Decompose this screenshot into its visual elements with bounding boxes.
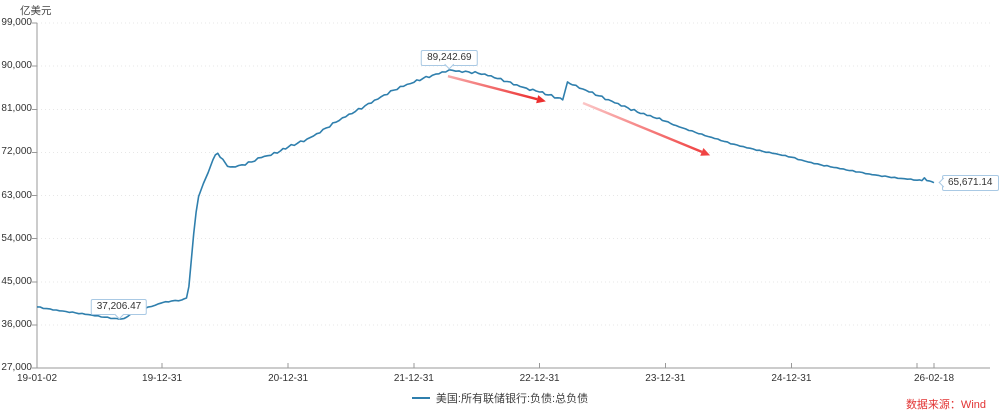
callout-latest-value: 65,671.14	[938, 174, 999, 191]
y-axis-tick-label: 81,000	[1, 103, 32, 115]
y-axis-tick-label: 99,000	[1, 17, 32, 28]
callout-peak-value: 89,242.69	[421, 49, 478, 70]
x-axis-tick-label: 20-12-31	[268, 373, 309, 384]
x-axis-tick-label: 22-12-31	[519, 373, 560, 384]
data-source-label: 数据来源：Wind	[905, 399, 986, 411]
y-axis-tick-label: 36,000	[1, 318, 32, 330]
callout-peak-value-text: 89,242.69	[427, 51, 472, 63]
x-axis-tick-label: 19-01-02	[16, 373, 58, 384]
callout-min-value-text: 37,206.47	[96, 301, 142, 313]
y-axis-tick-label: 54,000	[1, 232, 32, 244]
legend-line-marker-icon	[411, 397, 430, 399]
callout-latest-value-text: 65,671.14	[948, 176, 993, 188]
x-axis-tick-label: 24-12-31	[771, 373, 812, 384]
legend-item-total-liabilities[interactable]: 美国:所有联储银行:负债:总负债	[411, 390, 589, 406]
y-axis-tick-label: 27,000	[1, 362, 32, 373]
y-axis-tick-label: 90,000	[1, 60, 32, 72]
legend: 美国:所有联储银行:负债:总负债	[0, 390, 1000, 406]
x-axis-tick-label: 21-12-31	[393, 373, 434, 384]
y-axis-unit-label: 亿美元	[20, 5, 52, 17]
y-axis-tick-label: 63,000	[1, 189, 32, 201]
x-axis-tick-label: 19-12-31	[142, 373, 183, 384]
callout-min-value: 37,206.47	[90, 299, 148, 320]
legend-label: 美国:所有联储银行:负债:总负债	[435, 393, 589, 405]
x-axis-tick-label: 23-12-31	[645, 373, 686, 384]
y-axis-tick-label: 45,000	[1, 275, 32, 287]
x-axis-tick-label: 26-02-18	[913, 373, 955, 384]
y-axis-tick-label: 72,000	[1, 146, 32, 158]
